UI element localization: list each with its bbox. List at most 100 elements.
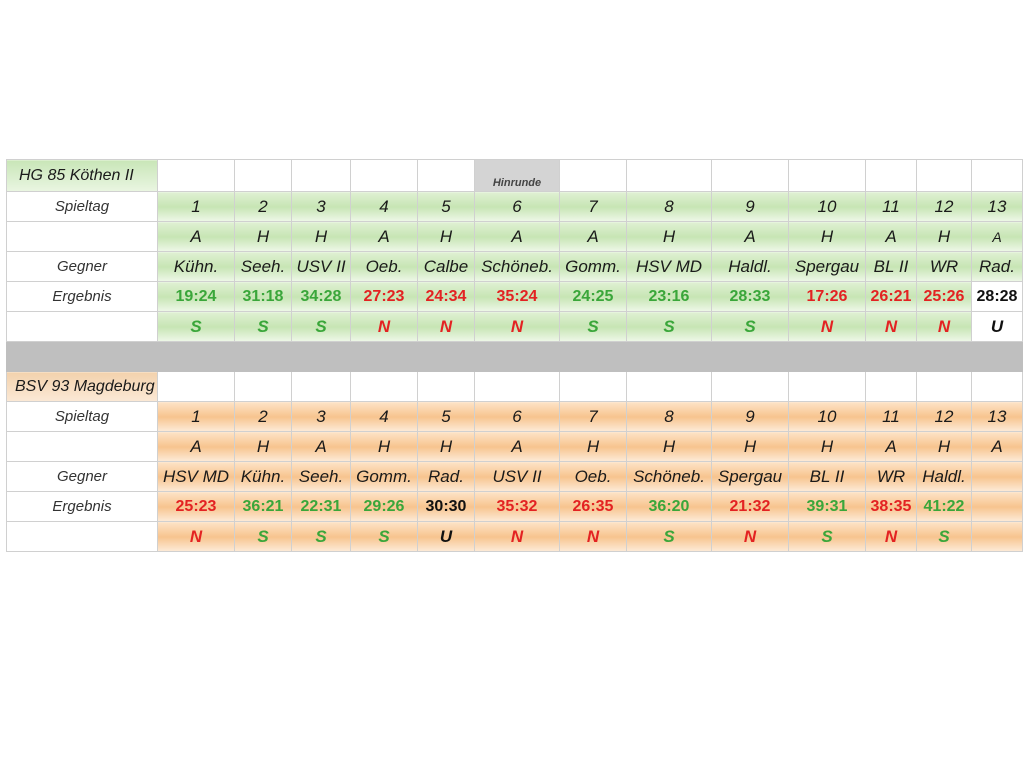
team1-ort-cell[interactable]: A — [559, 221, 627, 252]
team1-gegner-label[interactable]: Gegner — [6, 251, 158, 282]
team2-spieltag-cell[interactable]: 8 — [626, 401, 712, 432]
team2-ergebnis-cell[interactable]: 30:30 — [417, 491, 475, 522]
team2-ort-cell[interactable]: A — [157, 431, 235, 462]
team1-gegner-cell[interactable]: Rad. — [971, 251, 1023, 282]
team2-gegner-cell[interactable]: Schöneb. — [626, 461, 712, 492]
team2-spieltag-label[interactable]: Spieltag — [6, 401, 158, 432]
team2-header-cell[interactable] — [865, 371, 917, 402]
team1-ort-label[interactable] — [6, 221, 158, 252]
team2-header-cell[interactable] — [234, 371, 292, 402]
team2-wertung-cell[interactable]: N — [157, 521, 235, 552]
team2-wertung-label[interactable] — [6, 521, 158, 552]
team2-header-cell[interactable] — [971, 371, 1023, 402]
team1-wertung-cell[interactable]: N — [474, 311, 560, 342]
team1-gegner-cell[interactable]: Seeh. — [234, 251, 292, 282]
team1-ort-cell[interactable]: H — [626, 221, 712, 252]
team2-spieltag-cell[interactable]: 13 — [971, 401, 1023, 432]
team2-ort-cell[interactable]: H — [559, 431, 627, 462]
team2-spieltag-cell[interactable]: 2 — [234, 401, 292, 432]
team2-wertung-cell[interactable]: S — [234, 521, 292, 552]
team1-header-cell[interactable] — [291, 159, 351, 192]
team2-ergebnis-cell[interactable]: 35:32 — [474, 491, 560, 522]
team1-ort-cell[interactable]: A — [865, 221, 917, 252]
team2-header-cell[interactable] — [350, 371, 418, 402]
team1-ort-cell[interactable]: A — [711, 221, 789, 252]
team1-gegner-cell[interactable]: Haldl. — [711, 251, 789, 282]
team2-wertung-cell[interactable]: U — [417, 521, 475, 552]
team1-gegner-cell[interactable]: USV II — [291, 251, 351, 282]
team2-spieltag-cell[interactable]: 11 — [865, 401, 917, 432]
team1-ergebnis-cell[interactable]: 31:18 — [234, 281, 292, 312]
team2-ergebnis-cell[interactable]: 26:35 — [559, 491, 627, 522]
team2-ort-cell[interactable]: H — [711, 431, 789, 462]
team1-ort-cell[interactable]: H — [788, 221, 866, 252]
hinrunde-label[interactable]: Hinrunde — [474, 159, 560, 192]
team2-gegner-label[interactable]: Gegner — [6, 461, 158, 492]
team1-wertung-cell[interactable]: N — [916, 311, 972, 342]
team1-wertung-cell[interactable]: N — [788, 311, 866, 342]
team2-wertung-cell[interactable]: S — [788, 521, 866, 552]
team1-wertung-cell[interactable]: N — [350, 311, 418, 342]
team1-header-cell[interactable] — [157, 159, 235, 192]
team2-gegner-cell[interactable] — [971, 461, 1023, 492]
team1-header-cell[interactable] — [626, 159, 712, 192]
team1-ergebnis-cell[interactable]: 28:28 — [971, 281, 1023, 312]
team1-header-cell[interactable] — [916, 159, 972, 192]
team1-header-cell[interactable] — [350, 159, 418, 192]
team2-gegner-cell[interactable]: Haldl. — [916, 461, 972, 492]
team1-ergebnis-cell[interactable]: 19:24 — [157, 281, 235, 312]
team2-ort-label[interactable] — [6, 431, 158, 462]
team2-ergebnis-cell[interactable]: 38:35 — [865, 491, 917, 522]
team2-spieltag-cell[interactable]: 4 — [350, 401, 418, 432]
team1-spieltag-cell[interactable]: 10 — [788, 191, 866, 222]
team2-wertung-cell[interactable]: S — [626, 521, 712, 552]
team1-ergebnis-cell[interactable]: 25:26 — [916, 281, 972, 312]
team2-ort-cell[interactable]: A — [291, 431, 351, 462]
team2-ort-cell[interactable]: A — [865, 431, 917, 462]
team1-gegner-cell[interactable]: BL II — [865, 251, 917, 282]
team1-ort-cell[interactable]: A — [157, 221, 235, 252]
team2-spieltag-cell[interactable]: 9 — [711, 401, 789, 432]
team2-spieltag-cell[interactable]: 7 — [559, 401, 627, 432]
team1-header-cell[interactable] — [559, 159, 627, 192]
team2-spieltag-cell[interactable]: 1 — [157, 401, 235, 432]
team1-spieltag-cell[interactable]: 12 — [916, 191, 972, 222]
team2-spieltag-cell[interactable]: 5 — [417, 401, 475, 432]
team2-ergebnis-cell[interactable]: 39:31 — [788, 491, 866, 522]
team2-ergebnis-cell[interactable]: 36:20 — [626, 491, 712, 522]
team1-spieltag-cell[interactable]: 5 — [417, 191, 475, 222]
team2-ergebnis-cell[interactable]: 21:32 — [711, 491, 789, 522]
team1-ergebnis-cell[interactable]: 28:33 — [711, 281, 789, 312]
team2-wertung-cell[interactable]: S — [291, 521, 351, 552]
team1-ergebnis-cell[interactable]: 26:21 — [865, 281, 917, 312]
team1-header-cell[interactable] — [971, 159, 1023, 192]
team1-gegner-cell[interactable]: Calbe — [417, 251, 475, 282]
team2-gegner-cell[interactable]: Seeh. — [291, 461, 351, 492]
team2-ort-cell[interactable]: H — [788, 431, 866, 462]
team1-wertung-label[interactable] — [6, 311, 158, 342]
team1-ort-cell[interactable]: A — [474, 221, 560, 252]
team1-spieltag-cell[interactable]: 2 — [234, 191, 292, 222]
team2-gegner-cell[interactable]: Gomm. — [350, 461, 418, 492]
team1-spieltag-cell[interactable]: 4 — [350, 191, 418, 222]
team1-spieltag-cell[interactable]: 9 — [711, 191, 789, 222]
team1-gegner-cell[interactable]: Kühn. — [157, 251, 235, 282]
team2-header-cell[interactable] — [291, 371, 351, 402]
team2-gegner-cell[interactable]: HSV MD — [157, 461, 235, 492]
team2-ort-cell[interactable]: A — [474, 431, 560, 462]
team1-wertung-cell[interactable]: S — [157, 311, 235, 342]
team2-ort-cell[interactable]: A — [971, 431, 1023, 462]
team1-ort-cell[interactable]: H — [916, 221, 972, 252]
team2-header-cell[interactable] — [916, 371, 972, 402]
team2-header-cell[interactable] — [417, 371, 475, 402]
team1-header-cell[interactable] — [865, 159, 917, 192]
team2-wertung-cell[interactable]: N — [711, 521, 789, 552]
team2-ort-cell[interactable]: H — [626, 431, 712, 462]
team1-ort-cell[interactable]: A — [350, 221, 418, 252]
team2-spieltag-cell[interactable]: 6 — [474, 401, 560, 432]
team1-gegner-cell[interactable]: Schöneb. — [474, 251, 560, 282]
team2-wertung-cell[interactable] — [971, 521, 1023, 552]
team2-ergebnis-cell[interactable]: 29:26 — [350, 491, 418, 522]
team2-header-cell[interactable] — [474, 371, 560, 402]
team2-gegner-cell[interactable]: Oeb. — [559, 461, 627, 492]
